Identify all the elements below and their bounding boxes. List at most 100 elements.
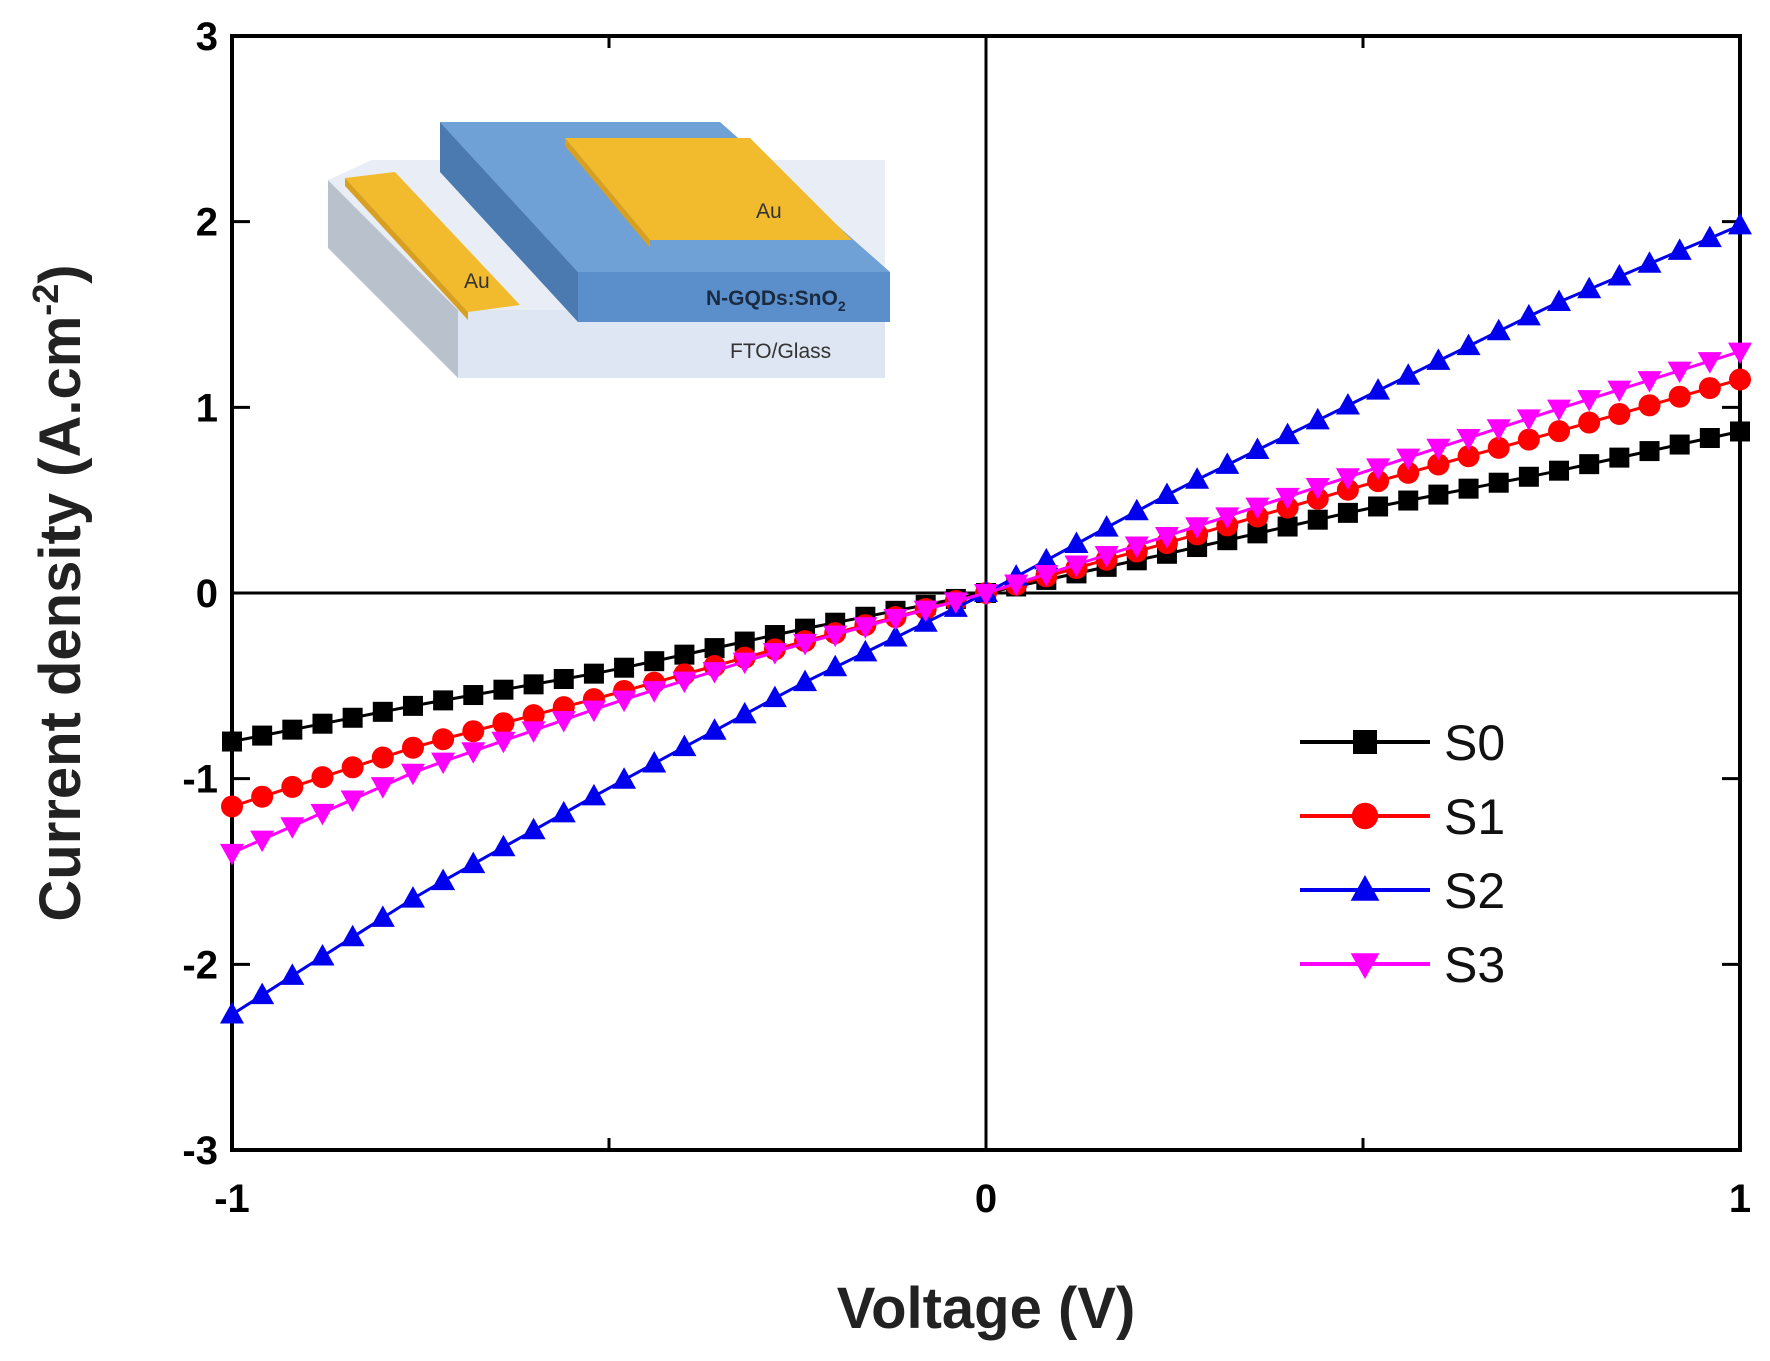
data-point — [1609, 447, 1630, 468]
data-point — [1428, 484, 1449, 505]
data-point — [1368, 496, 1389, 517]
data-point — [672, 734, 697, 757]
data-point — [762, 685, 787, 708]
data-point — [1034, 547, 1059, 570]
legend-marker — [1351, 802, 1379, 830]
data-point — [280, 963, 305, 985]
layer-label: N-GQDs:SnO2 — [706, 287, 846, 314]
data-point — [1397, 461, 1420, 484]
legend-label: S2 — [1444, 863, 1505, 919]
data-point — [1336, 478, 1359, 501]
data-point — [1305, 407, 1330, 430]
substrate-side-face — [328, 180, 458, 378]
data-point — [913, 600, 938, 623]
data-point — [250, 830, 275, 853]
y-tick-label: 3 — [196, 15, 218, 59]
data-point — [1699, 428, 1720, 449]
data-point — [674, 644, 695, 665]
substrate-front-face — [458, 310, 885, 378]
legend-marker — [1353, 730, 1377, 754]
data-point — [581, 783, 606, 806]
series-S3 — [220, 342, 1752, 866]
left-electrode-label: Au — [464, 270, 490, 293]
data-point — [250, 982, 275, 1005]
data-point — [340, 790, 365, 812]
data-point — [581, 700, 606, 723]
data-point — [551, 710, 576, 733]
data-point — [1245, 497, 1270, 520]
data-point — [702, 662, 727, 684]
data-point — [281, 775, 304, 798]
data-point — [943, 592, 968, 614]
left-electrode-side — [345, 178, 468, 320]
data-point — [1398, 490, 1419, 511]
data-point — [521, 721, 546, 743]
data-point — [402, 695, 423, 716]
data-point — [1698, 377, 1721, 400]
y-tick-label: -1 — [182, 758, 218, 802]
data-point — [1335, 392, 1360, 415]
data-point — [463, 685, 484, 706]
data-point — [1667, 361, 1692, 384]
data-point — [1307, 509, 1328, 530]
data-point — [612, 690, 637, 713]
data-point — [702, 718, 727, 740]
data-point — [1124, 498, 1149, 521]
data-point — [1517, 428, 1540, 451]
data-point — [1637, 371, 1662, 393]
data-point — [1367, 470, 1390, 493]
data-point — [1487, 436, 1510, 459]
substrate-label: FTO/Glass — [730, 340, 831, 363]
data-point — [340, 924, 365, 947]
data-point — [1094, 545, 1119, 568]
data-point — [370, 777, 395, 799]
y-tick-label: 0 — [196, 572, 218, 616]
data-point — [1667, 238, 1692, 260]
data-point — [1549, 460, 1570, 481]
data-point — [1275, 422, 1300, 445]
data-point — [1245, 437, 1270, 460]
x-axis-title: Voltage (V) — [837, 1276, 1136, 1341]
layer-label-subscript: 2 — [838, 298, 846, 314]
data-point — [883, 608, 908, 631]
data-point — [433, 690, 454, 711]
data-point — [551, 800, 576, 823]
data-point — [1486, 419, 1511, 441]
data-point — [1215, 452, 1240, 474]
data-point — [644, 651, 665, 672]
data-point — [583, 663, 604, 684]
legend-entry-S0: S0 — [1300, 715, 1505, 771]
data-point — [642, 681, 667, 703]
data-point — [310, 944, 335, 966]
data-point — [461, 742, 486, 764]
data-point — [1034, 564, 1059, 587]
data-point — [1518, 466, 1539, 487]
data-point — [341, 756, 364, 779]
data-point — [1185, 517, 1210, 539]
data-point — [220, 1001, 244, 1024]
data-point — [642, 750, 667, 773]
data-point — [1154, 482, 1179, 504]
data-point — [734, 631, 755, 652]
data-point — [493, 679, 514, 700]
data-point — [1579, 454, 1600, 475]
legend: S0 S1 S2 S3 — [1300, 715, 1505, 993]
layer-label-main: N-GQDs:SnO — [706, 287, 838, 310]
series-layer — [220, 212, 1752, 1024]
data-point — [1396, 363, 1421, 385]
data-point — [1486, 318, 1511, 341]
data-point — [221, 795, 243, 818]
data-point — [311, 766, 334, 789]
data-point — [1607, 380, 1632, 403]
data-point — [1277, 516, 1298, 537]
data-point — [1516, 303, 1541, 326]
data-point — [1426, 348, 1451, 370]
data-point — [1608, 402, 1631, 425]
data-point — [1639, 441, 1660, 462]
data-point — [1578, 411, 1601, 434]
data-point — [793, 633, 818, 656]
y-axis-title-exponent: -2 — [25, 284, 66, 316]
data-point — [823, 625, 848, 648]
data-point — [1215, 507, 1240, 529]
data-point — [252, 725, 273, 746]
